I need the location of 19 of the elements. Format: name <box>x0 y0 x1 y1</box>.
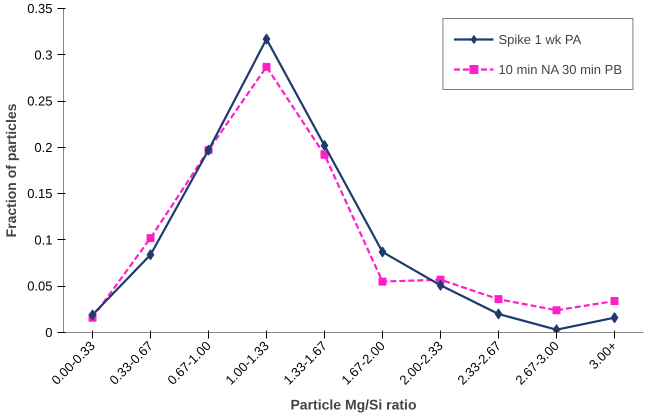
point <box>378 278 386 286</box>
y-tick-label: 0 <box>45 325 53 340</box>
legend-label: Spike 1 wk PA <box>498 32 582 46</box>
point <box>146 234 154 242</box>
x-axis-title: Particle Mg/Si ratio <box>290 396 417 413</box>
legend-label: 10 min NA 30 min PB <box>498 62 622 76</box>
y-tick-label: 0.15 <box>27 186 53 202</box>
point <box>262 62 270 71</box>
y-tick-label: 0.3 <box>34 47 53 62</box>
y-tick-label: 0.1 <box>34 232 53 248</box>
y-tick-label: 0.25 <box>27 94 53 109</box>
point <box>610 297 618 306</box>
point <box>552 306 560 314</box>
point <box>320 150 328 159</box>
y-axis-title: Fraction of particles <box>3 103 20 238</box>
y-tick-label: 0.2 <box>34 140 53 155</box>
point <box>494 295 502 304</box>
y-tick-label: 0.05 <box>27 278 53 294</box>
y-tick-label: 0.35 <box>27 1 53 16</box>
